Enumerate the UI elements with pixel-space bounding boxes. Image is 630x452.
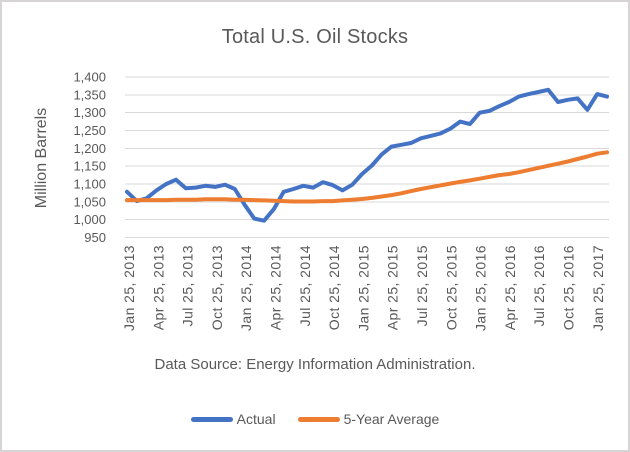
x-tick-label: Oct 25, 2013 xyxy=(209,245,225,330)
y-tick-label: 950 xyxy=(84,230,106,245)
x-tick-label: Jul 25, 2015 xyxy=(414,245,430,326)
y-tick-label: 1,400 xyxy=(73,70,106,85)
x-tick-label: Oct 25, 2015 xyxy=(443,245,459,330)
y-tick-label: 1,150 xyxy=(73,159,106,174)
x-tick-label: Apr 25, 2014 xyxy=(268,245,284,330)
x-tick-label: Oct 25, 2014 xyxy=(326,245,342,330)
x-tick-label: Jul 25, 2014 xyxy=(297,245,313,326)
y-tick-label: 1,350 xyxy=(73,87,106,102)
x-tick-label: Jan 25, 2017 xyxy=(590,245,606,331)
legend-line-actual-icon xyxy=(190,416,233,422)
y-tick-label: 1,100 xyxy=(73,177,106,192)
y-tick-label: 1,250 xyxy=(73,123,106,138)
series-line-5-year-average xyxy=(125,150,609,204)
y-tick-label: 1,050 xyxy=(73,194,106,209)
legend: Actual 5-Year Average xyxy=(2,411,628,427)
x-tick-label: Apr 25, 2013 xyxy=(150,245,166,330)
legend-label-actual: Actual xyxy=(236,411,276,427)
legend-item-5-year-average: 5-Year Average xyxy=(297,411,440,427)
series-line-actual xyxy=(125,87,609,223)
x-tick-label: Jul 25, 2016 xyxy=(531,245,547,326)
chart-title: Total U.S. Oil Stocks xyxy=(221,26,409,48)
legend-label-5-year-average: 5-Year Average xyxy=(343,411,440,427)
x-tick-label: Jan 25, 2014 xyxy=(238,245,254,331)
x-tick-label: Oct 25, 2016 xyxy=(561,245,577,330)
x-tick-label: Jan 25, 2016 xyxy=(473,245,489,331)
x-tick-label: Jan 25, 2013 xyxy=(121,245,137,331)
legend-item-actual: Actual xyxy=(190,411,276,427)
y-tick-label: 1,000 xyxy=(73,212,106,227)
legend-line-5-year-average-icon xyxy=(297,416,340,422)
y-tick-label: 1,200 xyxy=(73,141,106,156)
x-tick-label: Jul 25, 2013 xyxy=(180,245,196,326)
x-tick-label: Apr 25, 2015 xyxy=(385,245,401,330)
x-tick-label: Jan 25, 2015 xyxy=(355,245,371,331)
y-tick-label: 1,300 xyxy=(73,105,106,120)
x-tick-label: Apr 25, 2016 xyxy=(502,245,518,330)
data-source-caption: Data Source: Energy Information Administ… xyxy=(154,356,476,373)
